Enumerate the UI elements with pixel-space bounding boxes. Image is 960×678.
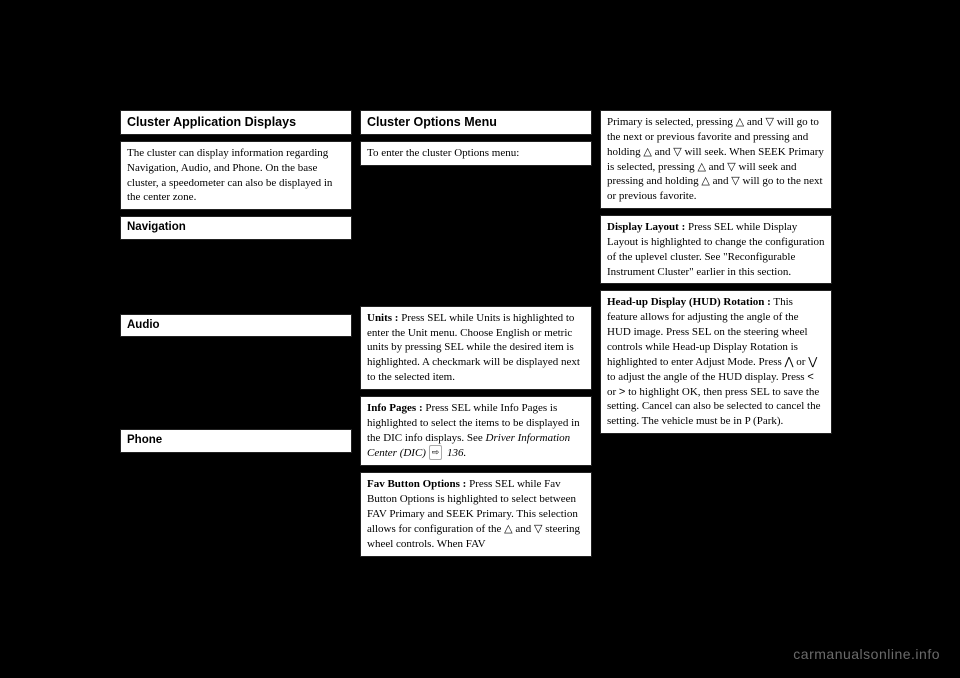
column-left: Cluster Application Displays The cluster… <box>120 110 352 557</box>
units-paragraph: Units : Press SEL while Units is highlig… <box>360 306 592 390</box>
seek-h: and <box>710 175 731 187</box>
hud-e: to highlight OK, then press SEL to save … <box>607 386 821 428</box>
hud-b: or <box>794 356 809 368</box>
down-caret-icon: ⋁ <box>808 355 817 370</box>
info-pages-label: Info Pages : <box>367 402 423 414</box>
info-pages-paragraph: Info Pages : Press SEL while Info Pages … <box>360 396 592 466</box>
down-arrow-icon: ▽ <box>765 115 773 130</box>
fav-button-label: Fav Button Options : <box>367 478 466 490</box>
options-blank <box>360 172 592 300</box>
cluster-app-intro: The cluster can display information rega… <box>120 141 352 210</box>
info-pages-pageref: ⇨ 136. <box>426 447 466 459</box>
seek-paragraph: Primary is selected, pressing △ and ▽ wi… <box>600 110 832 209</box>
up-arrow-icon: △ <box>701 174 709 189</box>
column-middle: Cluster Options Menu To enter the cluste… <box>360 110 592 557</box>
units-label: Units : <box>367 312 398 324</box>
navigation-body-blank <box>120 246 352 308</box>
display-layout-paragraph: Display Layout : Press SEL while Display… <box>600 215 832 284</box>
fav-body2: and <box>513 523 534 535</box>
down-arrow-icon: ▽ <box>727 160 735 175</box>
units-body: Press SEL while Units is highlighted to … <box>367 312 580 383</box>
fav-button-paragraph: Fav Button Options : Press SEL while Fav… <box>360 472 592 556</box>
column-right: Primary is selected, pressing △ and ▽ wi… <box>600 110 832 557</box>
heading-cluster-options-menu: Cluster Options Menu <box>360 110 592 135</box>
seek-a: Primary is selected, pressing <box>607 116 736 128</box>
seek-b: and <box>744 116 765 128</box>
up-arrow-icon: △ <box>697 160 705 175</box>
page-link-icon: ⇨ <box>429 445 443 459</box>
hud-d: or <box>607 386 619 398</box>
info-pages-pagenum: 136. <box>444 447 466 459</box>
up-caret-icon: ⋀ <box>785 355 794 370</box>
seek-f: and <box>706 161 727 173</box>
down-arrow-icon: ▽ <box>731 174 739 189</box>
up-arrow-icon: △ <box>643 145 651 160</box>
hud-rotation-label: Head-up Display (HUD) Rotation : <box>607 296 771 308</box>
hud-c: to adjust the angle of the HUD display. … <box>607 371 807 383</box>
heading-navigation: Navigation <box>120 216 352 240</box>
left-caret-icon: < <box>807 370 813 385</box>
hud-rotation-paragraph: Head-up Display (HUD) Rotation : This fe… <box>600 290 832 434</box>
seek-d: and <box>652 146 673 158</box>
manual-page: Cluster Application Displays The cluster… <box>0 0 960 607</box>
heading-phone: Phone <box>120 429 352 453</box>
heading-cluster-app-displays: Cluster Application Displays <box>120 110 352 135</box>
up-arrow-icon: △ <box>736 115 744 130</box>
options-intro: To enter the cluster Options menu: <box>360 141 592 166</box>
watermark-text: carmanualsonline.info <box>793 646 940 662</box>
display-layout-label: Display Layout : <box>607 221 685 233</box>
up-arrow-icon: △ <box>504 522 512 537</box>
audio-body-blank <box>120 343 352 423</box>
down-arrow-icon: ▽ <box>673 145 681 160</box>
heading-audio: Audio <box>120 314 352 338</box>
